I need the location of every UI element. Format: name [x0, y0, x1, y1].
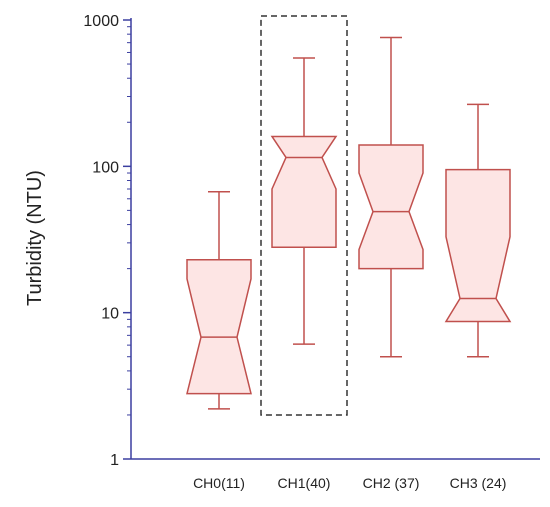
y-tick-label: 10	[101, 306, 119, 323]
box-1	[186, 191, 252, 410]
box-body	[358, 144, 424, 270]
x-category-label: CH2 (37)	[363, 475, 420, 491]
box-body	[186, 258, 252, 395]
box-body	[270, 135, 338, 248]
y-tick-label: 1000	[83, 13, 119, 30]
x-category-label: CH1(40)	[278, 475, 331, 491]
box-body	[444, 168, 512, 323]
highlight-dashed-box	[260, 15, 348, 416]
x-category-label: CH3 (24)	[450, 475, 507, 491]
y-tick-label: 1	[110, 452, 119, 469]
box-3	[358, 36, 424, 358]
box-2	[270, 57, 338, 345]
x-category-label: CH0(11)	[193, 475, 245, 491]
box-4	[444, 103, 512, 358]
y-axis-title: Turbidity (NTU)	[24, 170, 46, 306]
y-tick-label: 100	[92, 159, 119, 176]
